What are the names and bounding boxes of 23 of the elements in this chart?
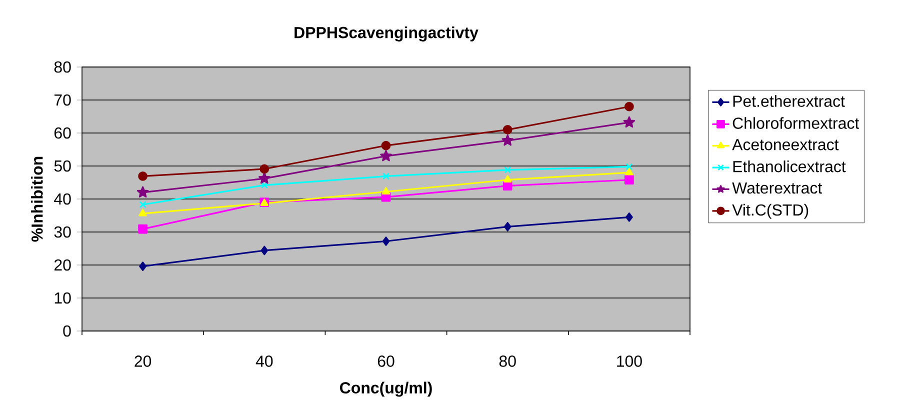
y-tick-label: 30 xyxy=(54,226,71,238)
legend-label: Chloroformextract xyxy=(732,117,860,129)
y-tick-label: 20 xyxy=(54,259,71,271)
legend-label: Pet.etherextract xyxy=(733,95,845,107)
x-tick-label: 80 xyxy=(499,356,516,367)
x-axis-title: Conc(ug/ml) xyxy=(340,382,432,397)
y-tick-label: 80 xyxy=(54,61,71,73)
y-tick-label: 0 xyxy=(63,325,71,337)
y-axis-title: %Inhibition xyxy=(31,156,43,242)
legend-label: Ethanolicextract xyxy=(733,160,846,172)
chart-title: DPPHScavengingactivty xyxy=(294,26,478,42)
x-tick-label: 20 xyxy=(134,356,152,367)
legend-label: Vit.C(STD) xyxy=(732,204,808,219)
y-tick-label: 60 xyxy=(54,127,71,139)
y-tick-label: 50 xyxy=(54,160,71,172)
y-tick-label: 40 xyxy=(54,193,71,205)
x-tick-label: 60 xyxy=(378,356,394,367)
legend-label: Acetoneextract xyxy=(732,139,839,150)
y-tick-label: 70 xyxy=(54,94,71,106)
x-tick-label: 100 xyxy=(617,356,642,367)
x-tick-label: 40 xyxy=(256,356,273,367)
legend-label: Waterextract xyxy=(732,182,822,194)
y-tick-label: 10 xyxy=(54,292,71,304)
